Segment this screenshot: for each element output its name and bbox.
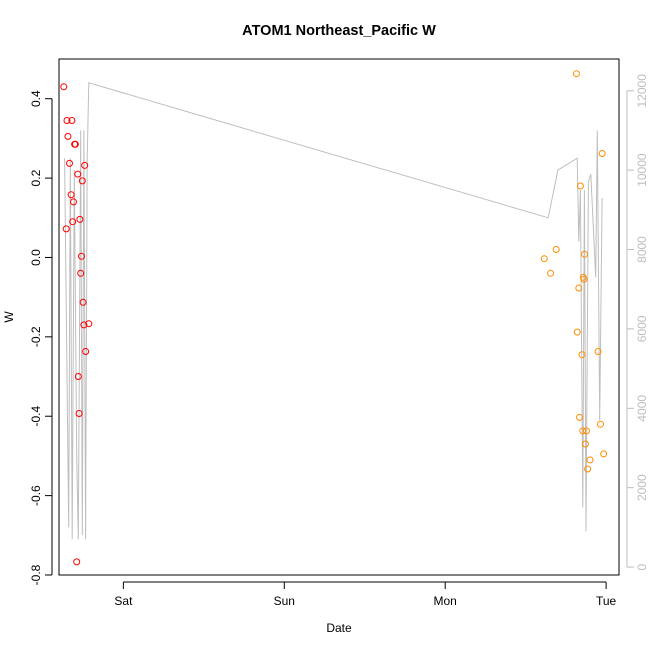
series-1-point-15: [75, 410, 83, 417]
series-1-point-20: [79, 298, 87, 306]
series-2-point-15: [583, 427, 590, 435]
series-2-point-3: [552, 246, 560, 253]
depth-line-layer: [64, 82, 603, 540]
series-2-point-12: [580, 275, 588, 283]
series-1-point-5: [66, 159, 73, 167]
axes-layer: -0.8 -0.6 -0.4 -0.2 0.0 0.2 0.4 0 2000 4000 6000 80…: [29, 74, 649, 608]
series-1-point-17: [77, 269, 85, 277]
x-tick-label: Sat: [114, 594, 133, 608]
series-1-point-21: [80, 321, 88, 329]
series-1-point-24: [85, 320, 93, 328]
series-2-point-7: [576, 413, 584, 421]
series-2-point-8: [576, 182, 584, 190]
series-2-point-20: [598, 150, 606, 157]
series-1-point-4: [64, 132, 72, 140]
plot-frame: [58, 58, 620, 576]
series-2-point-19: [597, 420, 604, 428]
series-2-point-5: [573, 328, 581, 336]
series-1-point-7: [68, 117, 76, 124]
series-1-point-6: [67, 191, 75, 199]
y2-tick-label: 10000: [635, 153, 649, 187]
series-2-point-16: [584, 465, 592, 473]
depth-series-line: [64, 82, 603, 540]
series-2-point-18: [594, 348, 602, 355]
y2-tick-label: 4000: [635, 395, 649, 422]
series-2-point-6: [575, 284, 583, 292]
series-1-point-14: [74, 373, 82, 380]
series-1-point-2: [62, 225, 70, 233]
series-1-point-3: [63, 117, 71, 124]
y-tick-label: -0.2: [29, 326, 43, 347]
series-2-point-14: [582, 440, 589, 448]
series-2-point-1: [540, 255, 548, 263]
y2-tick-label: 8000: [635, 236, 649, 263]
y-tick-label: -0.6: [29, 485, 43, 506]
series-2-point-2: [547, 269, 555, 277]
chart-title: ATOM1 Northeast_Pacific W: [242, 23, 436, 39]
y2-tick-label: 12000: [635, 74, 649, 108]
x-tick-label: Mon: [434, 594, 457, 608]
series-1-point-19: [78, 177, 86, 185]
series-1-point-23: [82, 348, 90, 355]
series-1-point-11: [71, 140, 79, 148]
series-1-point-18: [78, 252, 85, 260]
y-tick-label: -0.8: [29, 564, 43, 585]
x-tick-label: Tue: [596, 594, 617, 608]
series-2-point-17: [586, 456, 594, 464]
series-2-point-4: [572, 70, 580, 78]
series-2-point-13: [581, 250, 589, 258]
points-layer: [60, 70, 608, 566]
series-1-point-1: [60, 83, 68, 91]
y-tick-label: 0.4: [29, 90, 43, 107]
y-axis-label: W: [2, 311, 16, 323]
x-tick-label: Sun: [274, 594, 295, 608]
x-axis-label: Date: [326, 621, 352, 635]
y-tick-label: 0.2: [29, 169, 43, 186]
series-1-point-9: [70, 198, 77, 206]
series-1-point-8: [69, 218, 77, 226]
series-2-point-9: [578, 351, 586, 359]
series-1-point-22: [81, 161, 89, 169]
y2-tick-label: 2000: [635, 474, 649, 501]
series-1-point-13: [74, 170, 82, 178]
series-2-point-21: [600, 450, 608, 458]
y2-tick-label: 0: [635, 563, 649, 570]
series-1-point-12: [73, 558, 81, 566]
y2-tick-label: 6000: [635, 315, 649, 342]
series-2-point-10: [579, 427, 587, 435]
y-tick-label: -0.4: [29, 406, 43, 427]
series-1-point-16: [76, 215, 84, 223]
y-tick-label: 0.0: [29, 249, 43, 266]
